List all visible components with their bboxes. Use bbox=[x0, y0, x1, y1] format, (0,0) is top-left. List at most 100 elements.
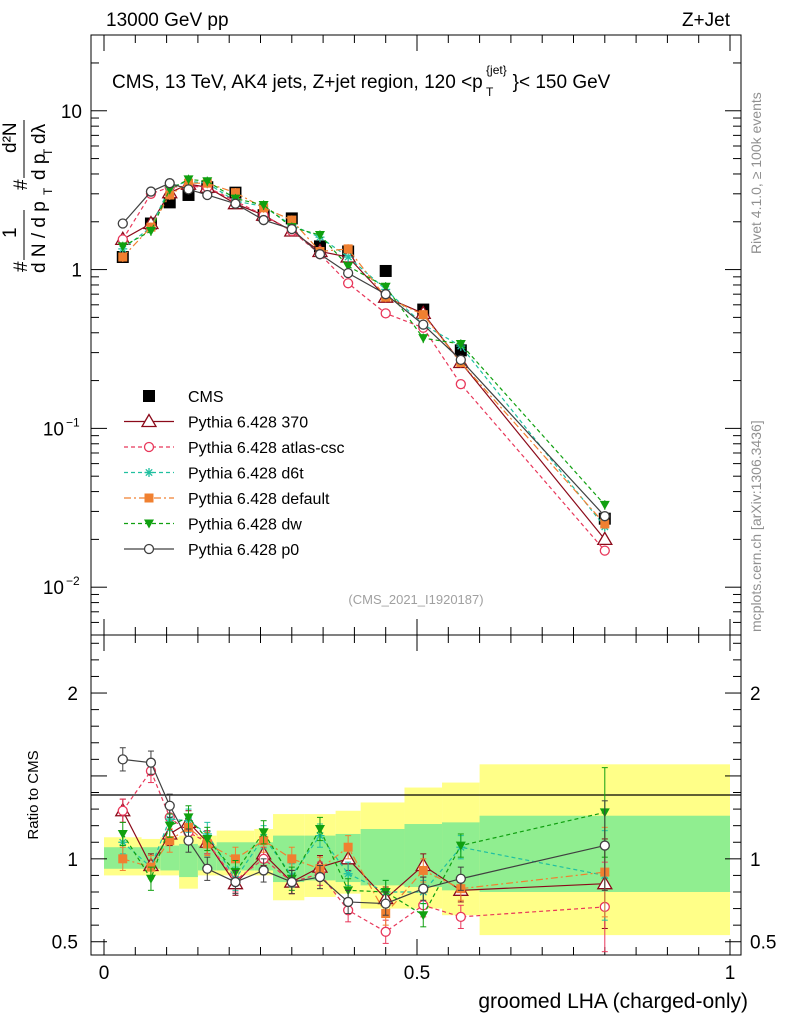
ratio-point-pythia-6-428-p0 bbox=[230, 876, 241, 888]
series-line-pythia-6-428-dw bbox=[122, 178, 606, 506]
ratio-y-tick-label-left: 0.5 bbox=[52, 933, 78, 954]
ratio-point-pythia-6-428-dw bbox=[145, 874, 156, 884]
data-point-pythia-6-428-dw bbox=[183, 175, 194, 185]
ratio-point-pythia-6-428-atlas-csc bbox=[117, 805, 128, 816]
ratio-point-pythia-6-428-dw bbox=[258, 828, 269, 838]
data-point-pythia-6-428-default bbox=[118, 252, 128, 262]
ylabel-d2N: d²N bbox=[0, 122, 21, 153]
ylabel-hash: # bbox=[11, 261, 32, 272]
legend-marker bbox=[144, 519, 154, 529]
ratio-point-pythia-6-428-dw bbox=[202, 834, 213, 844]
legend-marker bbox=[143, 543, 155, 555]
data-point-pythia-6-428-atlas-csc bbox=[455, 378, 466, 390]
ratio-point-pythia-6-428-dw bbox=[117, 829, 128, 839]
legend-label: CMS bbox=[188, 389, 224, 406]
data-point-pythia-6-428-default bbox=[165, 190, 175, 200]
ratio-point-pythia-6-428-d6t bbox=[343, 869, 353, 879]
ratio-y-tick-label-left: 2 bbox=[67, 684, 78, 705]
data-point-pythia-6-428-p0 bbox=[164, 178, 175, 189]
data-point-cms bbox=[379, 264, 392, 277]
data-point-pythia-6-428-p0 bbox=[418, 319, 429, 330]
data-point-pythia-6-428-dw bbox=[202, 177, 213, 187]
ratio-plot-series bbox=[114, 747, 613, 953]
ratio-point-pythia-6-428-p0 bbox=[314, 871, 326, 883]
data-point-pythia-6-428-atlas-csc bbox=[380, 308, 391, 319]
main-plot-series bbox=[114, 174, 613, 556]
ratio-point-pythia-6-428-dw bbox=[164, 821, 175, 831]
ratio-point-pythia-6-428-default bbox=[165, 836, 175, 846]
analysis-watermark: (CMS_2021_I1920187) bbox=[348, 592, 483, 607]
ylabel-dN: d N / d p bbox=[29, 201, 50, 273]
ratio-point-pythia-6-428-default bbox=[230, 854, 240, 864]
y-tick-label: 1 bbox=[71, 261, 82, 282]
data-point-pythia-6-428-d6t bbox=[343, 252, 353, 262]
plot-title-superscript: {jet} bbox=[486, 63, 507, 77]
series-line-pythia-6-428-370 bbox=[122, 183, 606, 540]
ratio-point-pythia-6-428-p0 bbox=[342, 896, 354, 908]
ratio-point-pythia-6-428-default bbox=[287, 854, 297, 864]
y-tick-label-exponent: −2 bbox=[66, 574, 80, 588]
ratio-point-pythia-6-428-p0 bbox=[455, 873, 466, 884]
legend-label: Pythia 6.428 default bbox=[188, 491, 330, 508]
legend-label: Pythia 6.428 p0 bbox=[188, 542, 299, 559]
y-tick-label: 10 bbox=[43, 578, 64, 599]
legend: CMS Pythia 6.428 370 Pythia 6.428 atlas-cs… bbox=[124, 389, 345, 559]
plot-title: CMS, 13 TeV, AK4 jets, Z+jet region, 120… bbox=[112, 58, 611, 101]
legend-entry-pythia-6-428-atlas-csc: Pythia 6.428 atlas-csc bbox=[124, 440, 345, 457]
data-point-pythia-6-428-p0 bbox=[380, 289, 391, 300]
plot-title-subscript: T bbox=[486, 85, 494, 99]
ratio-point-pythia-6-428-d6t-stroke bbox=[344, 870, 352, 878]
ratio-point-pythia-6-428-p0 bbox=[164, 800, 175, 811]
data-point-pythia-6-428-p0 bbox=[145, 186, 157, 197]
data-point-pythia-6-428-default bbox=[343, 244, 353, 254]
header-left-title: 13000 GeV pp bbox=[106, 10, 229, 31]
ratio-line-pythia-6-428-atlas-csc bbox=[122, 769, 605, 933]
series-pythia-6-428-p0 bbox=[117, 178, 610, 522]
ratio-point-pythia-6-428-dw bbox=[183, 813, 194, 823]
data-point-pythia-6-428-dw bbox=[455, 339, 466, 349]
legend-entry-pythia-6-428-d6t: Pythia 6.428 d6t bbox=[124, 466, 304, 483]
data-point-pythia-6-428-dw bbox=[343, 262, 354, 272]
ratio-point-pythia-6-428-dw bbox=[455, 841, 466, 851]
ratio-point-pythia-6-428-p0 bbox=[145, 757, 157, 768]
data-point-pythia-6-428-p0 bbox=[202, 189, 213, 201]
y-tick-label-exponent: −1 bbox=[66, 415, 80, 429]
data-point-pythia-6-428-p0 bbox=[314, 249, 326, 260]
ratio-point-pythia-6-428-p0 bbox=[599, 840, 610, 851]
data-point-pythia-6-428-p0 bbox=[230, 198, 241, 209]
ratio-point-pythia-6-428-p0 bbox=[258, 865, 269, 876]
data-point-pythia-6-428-atlas-csc bbox=[342, 278, 354, 289]
data-point-pythia-6-428-p0 bbox=[286, 223, 297, 235]
ratio-point-pythia-6-428-dw bbox=[314, 824, 325, 834]
ratio-point-pythia-6-428-p0 bbox=[117, 754, 128, 765]
legend-label: Pythia 6.428 dw bbox=[188, 517, 302, 534]
x-tick-label: 1 bbox=[725, 963, 736, 984]
y-tick-label: 10 bbox=[61, 102, 82, 123]
ratio-y-tick-label-right: 0.5 bbox=[750, 933, 776, 954]
series-line-pythia-6-428-default bbox=[122, 182, 606, 525]
legend-entry-pythia-6-428-370: Pythia 6.428 370 bbox=[124, 413, 308, 432]
data-point-pythia-6-428-p0 bbox=[183, 184, 194, 195]
ratio-y-axis-label: Ratio to CMS bbox=[25, 750, 42, 839]
ylabel-hash-2: # bbox=[11, 179, 32, 190]
main-y-axis-label: # 1 d N / d p T # d²N d p T dλ bbox=[0, 120, 55, 273]
ratio-point-pythia-6-428-dw bbox=[418, 911, 429, 921]
series-pythia-6-428-dw bbox=[117, 174, 610, 510]
legend-label: Pythia 6.428 d6t bbox=[188, 466, 304, 483]
data-point-pythia-6-428-p0 bbox=[258, 214, 269, 226]
data-point-pythia-6-428-atlas-csc bbox=[599, 545, 610, 556]
x-tick-label: 0.5 bbox=[404, 963, 430, 984]
data-point-pythia-6-428-dw bbox=[380, 282, 391, 292]
legend-entry-pythia-6-428-p0: Pythia 6.428 p0 bbox=[124, 542, 299, 559]
ratio-plot-ticks: 0.5 0.5 1 1 2 2 0 0.5 1 bbox=[52, 635, 776, 984]
data-point-pythia-6-428-dw bbox=[418, 334, 429, 344]
legend-marker-stroke bbox=[145, 468, 153, 477]
ratio-point-pythia-6-428-p0 bbox=[183, 835, 194, 846]
data-point-pythia-6-428-default bbox=[418, 310, 428, 320]
ratio-point-pythia-6-428-atlas-csc bbox=[380, 926, 391, 937]
legend-marker bbox=[144, 493, 154, 503]
data-point-pythia-6-428-default bbox=[287, 215, 297, 225]
